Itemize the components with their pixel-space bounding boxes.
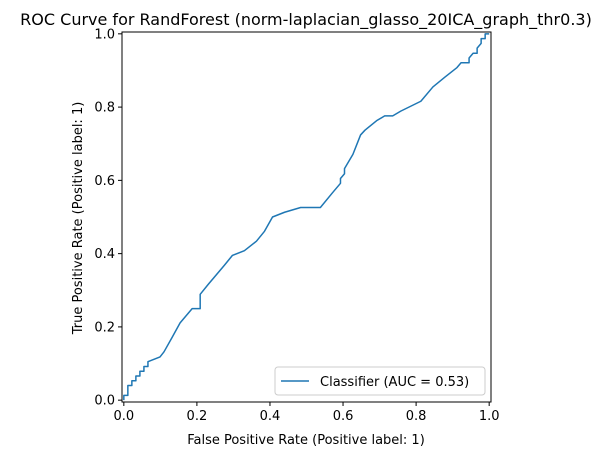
y-tick-label: 0.8 bbox=[94, 101, 115, 116]
ticks-layer: 0.0 0.2 0.4 0.6 0.8 1.0 0.0 0.2 0.4 0.6 0.8 1.0 bbox=[94, 27, 499, 424]
x-tick-label: 0.0 bbox=[113, 409, 134, 424]
x-tick-label: 0.8 bbox=[406, 409, 427, 424]
y-tick-label: 0.0 bbox=[94, 394, 115, 409]
legend: Classifier (AUC = 0.53) bbox=[274, 366, 486, 396]
legend-label-classifier: Classifier (AUC = 0.53) bbox=[320, 375, 469, 390]
x-tick-label: 0.2 bbox=[187, 409, 208, 424]
x-tick-label: 0.4 bbox=[260, 409, 281, 424]
y-axis-label: True Positive Rate (Positive label: 1) bbox=[71, 102, 86, 336]
x-axis-label: False Positive Rate (Positive label: 1) bbox=[187, 433, 425, 448]
x-tick-label: 0.6 bbox=[333, 409, 354, 424]
legend-box bbox=[274, 366, 486, 396]
chart-title: ROC Curve for RandForest (norm-laplacian… bbox=[20, 10, 592, 30]
x-tick-label: 1.0 bbox=[479, 409, 500, 424]
y-tick-label: 0.6 bbox=[94, 174, 115, 189]
y-tick-label: 1.0 bbox=[94, 27, 115, 42]
y-tick-label: 0.2 bbox=[94, 320, 115, 335]
y-tick-label: 0.4 bbox=[94, 247, 115, 262]
series-layer bbox=[123, 33, 490, 401]
plot-frame bbox=[121, 31, 492, 403]
roc-curve-line-0 bbox=[123, 33, 490, 401]
